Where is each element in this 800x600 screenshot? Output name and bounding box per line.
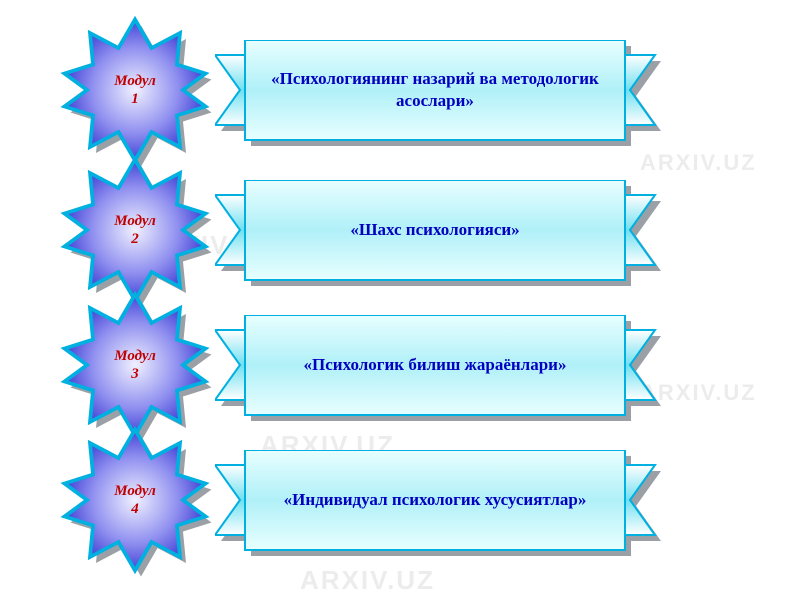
module-star: Модул 4: [60, 425, 210, 575]
module-star-label: Модул 3: [60, 290, 210, 440]
module-label-text: Модул: [114, 347, 156, 365]
module-star: Модул 1: [60, 15, 210, 165]
watermark: ARXIV.UZ: [300, 565, 435, 596]
module-banner: «Индивидуал психологик хусусиятлар»: [215, 450, 655, 550]
module-banner-text: «Индивидуал психологик хусусиятлар»: [255, 450, 615, 550]
module-banner: «Шахс психологияси»: [215, 180, 655, 280]
module-label-num: 1: [131, 90, 139, 108]
module-banner: «Психологик билиш жараёнлари»: [215, 315, 655, 415]
module-row: «Шахс психологияси» Модул 2: [60, 170, 740, 290]
module-star-label: Модул 2: [60, 155, 210, 305]
module-label-num: 3: [131, 365, 139, 383]
module-banner-text: «Психологик билиш жараёнлари»: [255, 315, 615, 415]
module-banner-text: «Психологиянинг назарий ва методологик а…: [255, 40, 615, 140]
module-label-text: Модул: [114, 212, 156, 230]
module-row: «Психологик билиш жараёнлари» Модул 3: [60, 305, 740, 425]
module-row: «Психологиянинг назарий ва методологик а…: [60, 30, 740, 150]
module-label-text: Модул: [114, 72, 156, 90]
module-label-num: 2: [131, 230, 139, 248]
module-row: «Индивидуал психологик хусусиятлар» Моду…: [60, 440, 740, 560]
module-star: Модул 3: [60, 290, 210, 440]
module-label-num: 4: [131, 500, 139, 518]
module-star: Модул 2: [60, 155, 210, 305]
module-banner-text: «Шахс психологияси»: [255, 180, 615, 280]
module-label-text: Модул: [114, 482, 156, 500]
module-banner: «Психологиянинг назарий ва методологик а…: [215, 40, 655, 140]
module-star-label: Модул 4: [60, 425, 210, 575]
module-star-label: Модул 1: [60, 15, 210, 165]
